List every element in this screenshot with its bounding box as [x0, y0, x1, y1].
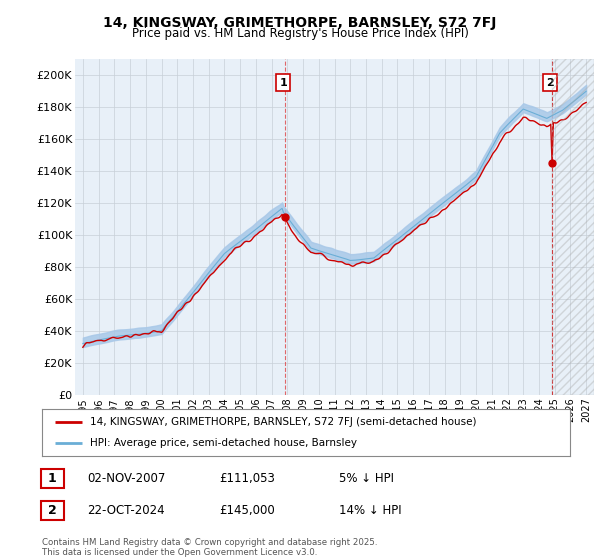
Text: 22-OCT-2024: 22-OCT-2024 — [87, 504, 164, 517]
Text: 1: 1 — [48, 472, 56, 486]
Text: 14% ↓ HPI: 14% ↓ HPI — [339, 504, 401, 517]
Text: HPI: Average price, semi-detached house, Barnsley: HPI: Average price, semi-detached house,… — [89, 438, 356, 448]
Text: 2: 2 — [546, 78, 554, 88]
Text: Contains HM Land Registry data © Crown copyright and database right 2025.
This d: Contains HM Land Registry data © Crown c… — [42, 538, 377, 557]
Text: 14, KINGSWAY, GRIMETHORPE, BARNSLEY, S72 7FJ: 14, KINGSWAY, GRIMETHORPE, BARNSLEY, S72… — [103, 16, 497, 30]
Text: 14, KINGSWAY, GRIMETHORPE, BARNSLEY, S72 7FJ (semi-detached house): 14, KINGSWAY, GRIMETHORPE, BARNSLEY, S72… — [89, 417, 476, 427]
Text: Price paid vs. HM Land Registry's House Price Index (HPI): Price paid vs. HM Land Registry's House … — [131, 27, 469, 40]
Text: 5% ↓ HPI: 5% ↓ HPI — [339, 472, 394, 486]
Text: 2: 2 — [48, 504, 56, 517]
Text: £111,053: £111,053 — [219, 472, 275, 486]
Text: 02-NOV-2007: 02-NOV-2007 — [87, 472, 166, 486]
Text: 1: 1 — [280, 78, 287, 88]
Text: £145,000: £145,000 — [219, 504, 275, 517]
